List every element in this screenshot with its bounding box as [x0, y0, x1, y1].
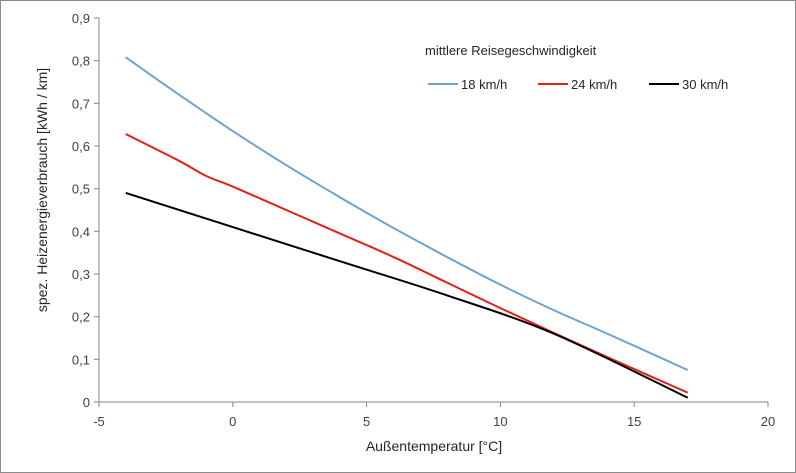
y-axis-title: spez. Heizenergieverbrauch [kWh / km]	[34, 68, 50, 312]
y-axis-ticks: 0 0,1 0,2 0,3 0,4 0,5 0,6 0,7 0,8 0,9	[72, 11, 99, 410]
y-tick-label: 0,1	[72, 352, 90, 367]
legend: mittlere Reisegeschwindigkeit 18 km/h 24 …	[425, 43, 728, 92]
y-tick-label: 0,3	[72, 267, 90, 282]
y-tick-label: 0	[83, 395, 90, 410]
legend-items: 18 km/h 24 km/h 30 km/h	[428, 77, 728, 92]
x-tick-label: 15	[627, 414, 641, 429]
x-tick-label: 5	[363, 414, 370, 429]
y-tick-label: 0,6	[72, 139, 90, 154]
legend-title: mittlere Reisegeschwindigkeit	[425, 43, 597, 58]
x-tick-label: 10	[493, 414, 507, 429]
y-tick-label: 0,4	[72, 224, 90, 239]
y-tick-label: 0,7	[72, 96, 90, 111]
x-tick-label: -5	[93, 414, 105, 429]
series-line-2	[125, 133, 689, 394]
x-tick-label: 0	[229, 414, 236, 429]
axes	[98, 18, 768, 403]
legend-label-2: 24 km/h	[571, 77, 617, 92]
y-tick-label: 0,9	[72, 11, 90, 26]
y-tick-label: 0,2	[72, 310, 90, 325]
series-lines	[125, 56, 689, 399]
legend-label-3: 30 km/h	[682, 77, 728, 92]
x-axis-title: Außentemperatur [°C]	[366, 438, 502, 454]
series-line-1	[125, 56, 689, 371]
legend-label-1: 18 km/h	[461, 77, 507, 92]
y-tick-label: 0,5	[72, 182, 90, 197]
series-line-3	[125, 191, 689, 399]
x-tick-label: 20	[761, 414, 775, 429]
x-axis-ticks: -5 0 5 10 15 20	[93, 402, 775, 429]
y-tick-label: 0,8	[72, 54, 90, 69]
